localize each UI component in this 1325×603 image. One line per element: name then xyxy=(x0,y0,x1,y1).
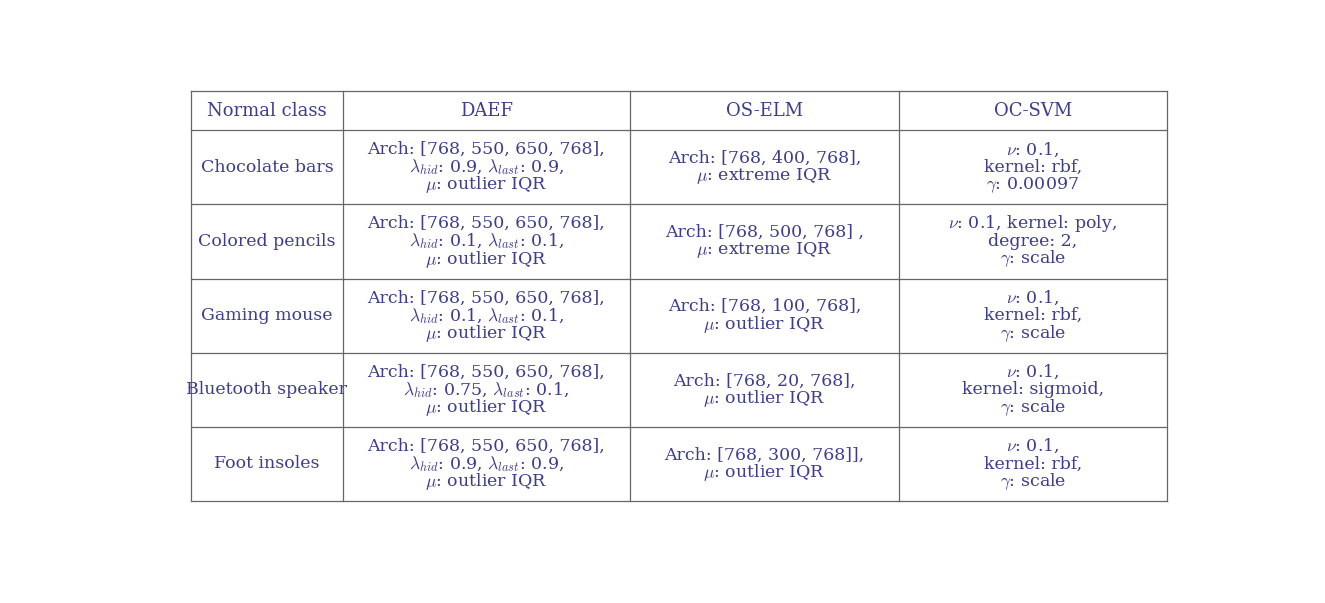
Text: Chocolate bars: Chocolate bars xyxy=(200,159,334,176)
Text: Arch: [768, 550, 650, 768],: Arch: [768, 550, 650, 768], xyxy=(367,438,606,455)
Text: $\mu$: outlier IQR: $\mu$: outlier IQR xyxy=(704,314,825,335)
Text: $\gamma$: 0.00097: $\gamma$: 0.00097 xyxy=(986,175,1079,195)
Text: Arch: [768, 400, 768],: Arch: [768, 400, 768], xyxy=(668,150,861,167)
Text: $\gamma$: scale: $\gamma$: scale xyxy=(999,472,1065,492)
Text: kernel: rbf,: kernel: rbf, xyxy=(983,159,1081,176)
Text: kernel: rbf,: kernel: rbf, xyxy=(983,307,1081,324)
Text: Gaming mouse: Gaming mouse xyxy=(201,307,333,324)
Text: Foot insoles: Foot insoles xyxy=(215,455,319,472)
Text: $\lambda_{hid}$: 0.9, $\lambda_{last}$: 0.9,: $\lambda_{hid}$: 0.9, $\lambda_{last}$: … xyxy=(409,157,564,177)
Text: degree: 2,: degree: 2, xyxy=(988,233,1077,250)
Text: Arch: [768, 550, 650, 768],: Arch: [768, 550, 650, 768], xyxy=(367,215,606,232)
Text: $\mu$: outlier IQR: $\mu$: outlier IQR xyxy=(704,388,825,409)
Text: $\nu$: 0.1,: $\nu$: 0.1, xyxy=(1006,363,1060,381)
Text: $\nu$: 0.1,: $\nu$: 0.1, xyxy=(1006,437,1060,455)
Text: $\gamma$: scale: $\gamma$: scale xyxy=(999,397,1065,418)
Text: Bluetooth speaker: Bluetooth speaker xyxy=(187,381,347,398)
Text: $\nu$: 0.1,: $\nu$: 0.1, xyxy=(1006,289,1060,307)
Text: $\mu$: outlier IQR: $\mu$: outlier IQR xyxy=(704,463,825,483)
Text: Arch: [768, 100, 768],: Arch: [768, 100, 768], xyxy=(668,298,861,315)
Text: $\lambda_{hid}$: 0.1, $\lambda_{last}$: 0.1,: $\lambda_{hid}$: 0.1, $\lambda_{last}$: … xyxy=(409,232,564,251)
Text: OC-SVM: OC-SVM xyxy=(994,101,1072,119)
Text: $\mu$: extreme IQR: $\mu$: extreme IQR xyxy=(696,166,832,186)
Text: Arch: [768, 300, 768]],: Arch: [768, 300, 768]], xyxy=(664,447,864,464)
Text: $\mu$: outlier IQR: $\mu$: outlier IQR xyxy=(425,471,547,492)
Text: $\lambda_{hid}$: 0.1, $\lambda_{last}$: 0.1,: $\lambda_{hid}$: 0.1, $\lambda_{last}$: … xyxy=(409,306,564,326)
Text: Arch: [768, 550, 650, 768],: Arch: [768, 550, 650, 768], xyxy=(367,289,606,306)
Text: Arch: [768, 500, 768] ,: Arch: [768, 500, 768] , xyxy=(665,224,864,241)
Text: Normal class: Normal class xyxy=(207,101,327,119)
Text: $\mu$: outlier IQR: $\mu$: outlier IQR xyxy=(425,323,547,344)
Text: kernel: sigmoid,: kernel: sigmoid, xyxy=(962,381,1104,398)
Text: $\nu$: 0.1,: $\nu$: 0.1, xyxy=(1006,140,1060,159)
Text: OS-ELM: OS-ELM xyxy=(726,101,803,119)
Text: $\nu$: 0.1, kernel: poly,: $\nu$: 0.1, kernel: poly, xyxy=(949,213,1117,235)
Text: $\mu$: outlier IQR: $\mu$: outlier IQR xyxy=(425,174,547,195)
Text: Arch: [768, 550, 650, 768],: Arch: [768, 550, 650, 768], xyxy=(367,364,606,380)
Text: Colored pencils: Colored pencils xyxy=(199,233,335,250)
Text: $\lambda_{hid}$: 0.9, $\lambda_{last}$: 0.9,: $\lambda_{hid}$: 0.9, $\lambda_{last}$: … xyxy=(409,454,564,474)
Text: $\gamma$: scale: $\gamma$: scale xyxy=(999,323,1065,344)
Text: $\mu$: extreme IQR: $\mu$: extreme IQR xyxy=(696,240,832,260)
Text: $\mu$: outlier IQR: $\mu$: outlier IQR xyxy=(425,248,547,270)
Text: kernel: rbf,: kernel: rbf, xyxy=(983,455,1081,472)
Text: $\gamma$: scale: $\gamma$: scale xyxy=(999,249,1065,270)
Text: $\lambda_{hid}$: 0.75, $\lambda_{last}$: 0.1,: $\lambda_{hid}$: 0.75, $\lambda_{last}$:… xyxy=(403,380,570,400)
Text: Arch: [768, 550, 650, 768],: Arch: [768, 550, 650, 768], xyxy=(367,141,606,158)
Text: Arch: [768, 20, 768],: Arch: [768, 20, 768], xyxy=(673,373,856,390)
Text: $\mu$: outlier IQR: $\mu$: outlier IQR xyxy=(425,397,547,418)
Text: DAEF: DAEF xyxy=(460,101,513,119)
